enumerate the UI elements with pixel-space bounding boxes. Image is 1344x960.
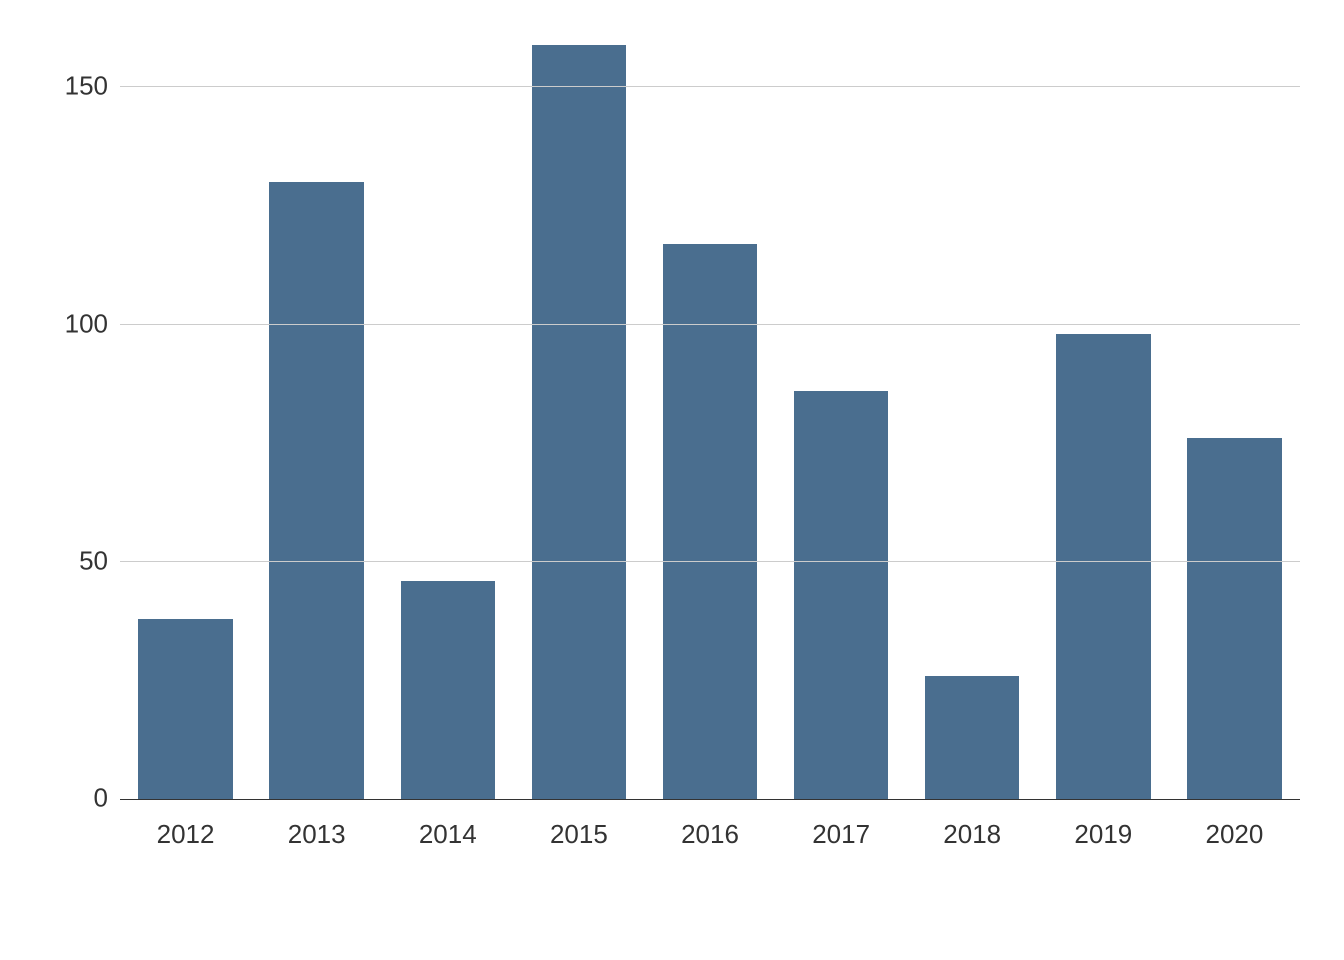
plot-area: 0501001502012201320142015201620172018201… [120, 40, 1300, 800]
x-tick-label: 2020 [1206, 799, 1264, 850]
x-tick-label: 2016 [681, 799, 739, 850]
x-tick-label: 2015 [550, 799, 608, 850]
bar [269, 182, 363, 799]
x-tick-label: 2014 [419, 799, 477, 850]
bar [401, 581, 495, 799]
x-tick-label: 2012 [157, 799, 215, 850]
bar [1187, 438, 1281, 799]
x-tick-label: 2013 [288, 799, 346, 850]
bar [925, 676, 1019, 799]
bars-layer [120, 40, 1300, 799]
bar [532, 45, 626, 799]
y-tick-label: 150 [65, 71, 120, 102]
x-tick-label: 2019 [1074, 799, 1132, 850]
x-tick-label: 2018 [943, 799, 1001, 850]
bar [1056, 334, 1150, 799]
y-tick-label: 100 [65, 308, 120, 339]
gridline: 50 [120, 561, 1300, 562]
x-tick-label: 2017 [812, 799, 870, 850]
bar [663, 244, 757, 799]
gridline: 150 [120, 86, 1300, 87]
y-tick-label: 0 [94, 783, 120, 814]
y-tick-label: 50 [79, 545, 120, 576]
bar-chart: 0 50 100 150 2012 2013 2014 2015 2016 2017 2018 201… [60, 40, 1300, 860]
bar [794, 391, 888, 799]
gridline: 100 [120, 324, 1300, 325]
bar [138, 619, 232, 799]
